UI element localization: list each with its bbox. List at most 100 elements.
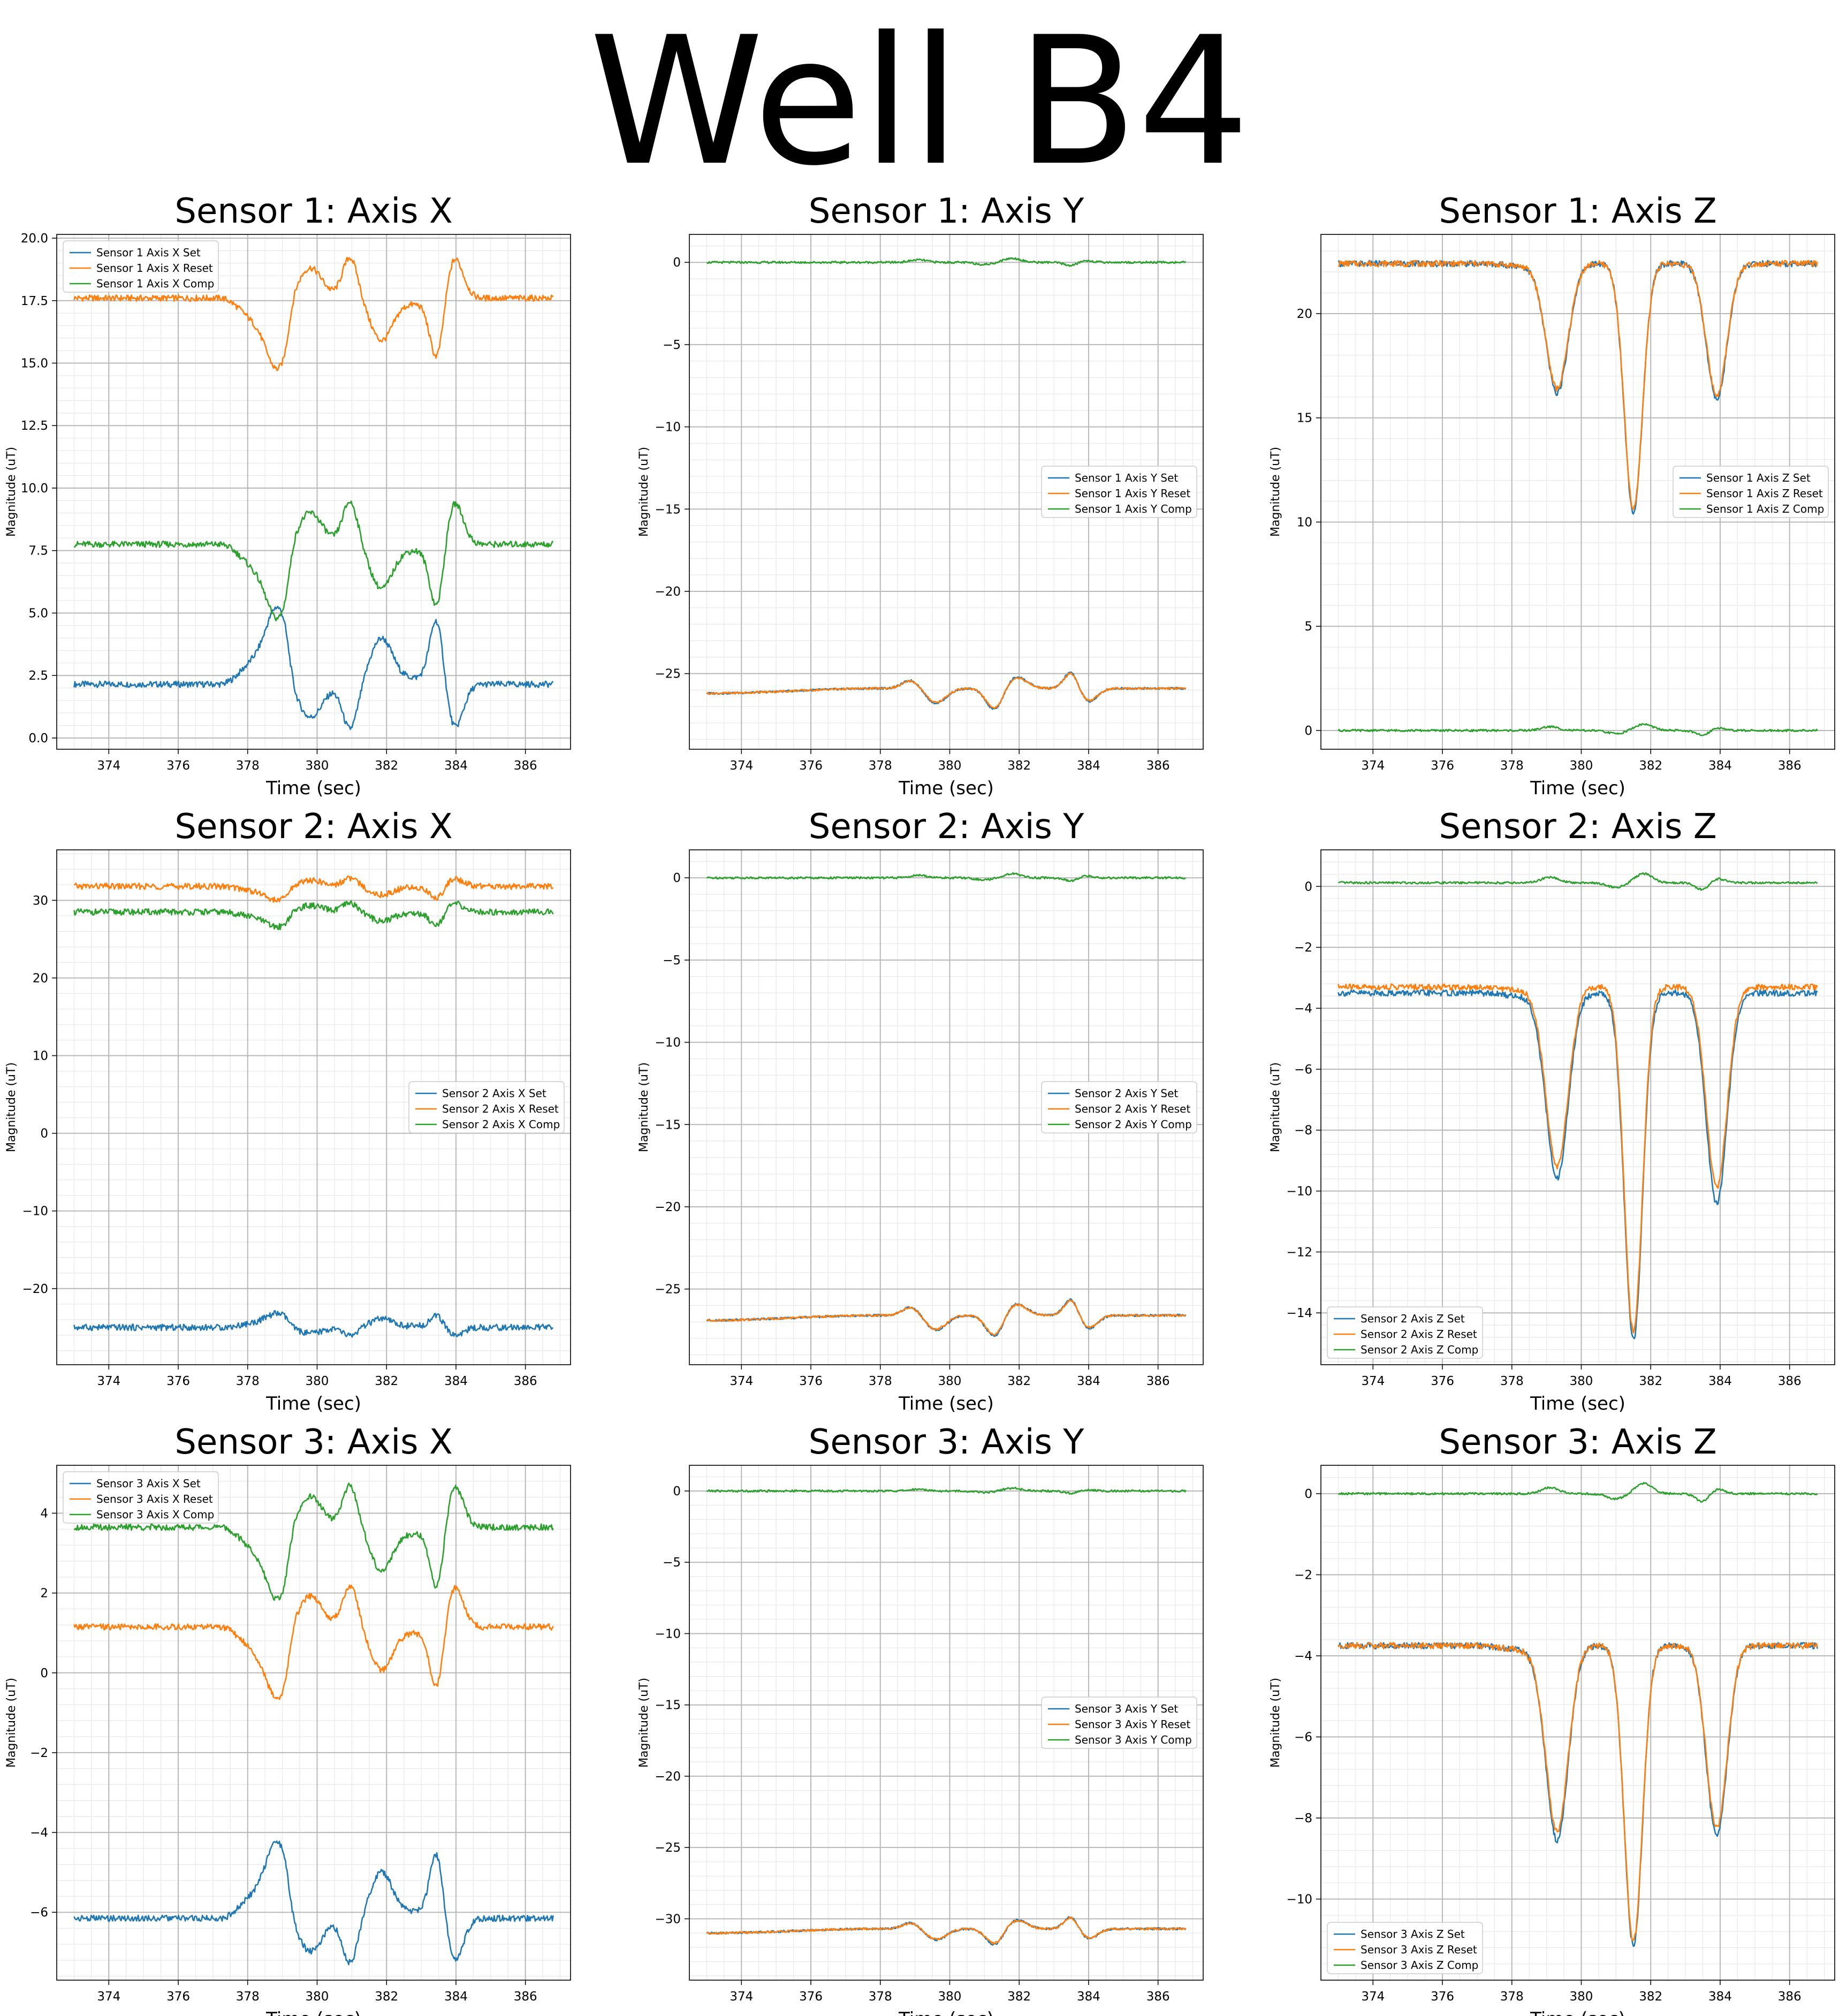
- y-tick-label: 5.0: [28, 606, 48, 620]
- legend-entry: Sensor 2 Axis X Reset: [442, 1102, 559, 1115]
- x-tick-label: 376: [166, 1374, 190, 1388]
- legend-entry: Sensor 1 Axis Z Comp: [1706, 503, 1824, 515]
- y-axis-label: Magnitude (uT): [5, 1678, 18, 1768]
- series-line: [706, 671, 1187, 710]
- legend-entry: Sensor 3 Axis X Comp: [96, 1508, 214, 1521]
- y-tick-label: 2.5: [28, 669, 48, 683]
- chart-title: Sensor 3: Axis X: [174, 1422, 452, 1462]
- plot-frame: [1320, 1465, 1835, 1981]
- x-tick-label: 386: [1146, 759, 1170, 773]
- x-tick-label: 376: [1431, 1990, 1454, 2004]
- chart-panel: Sensor 3: Axis Z 374 376 378 380 382 384 386 −10…: [1269, 1422, 1835, 2016]
- legend-box: [63, 1471, 219, 1524]
- legend-box: [1041, 466, 1197, 518]
- series-line: [706, 1298, 1187, 1337]
- x-axis-label: Time (sec): [1530, 2009, 1625, 2016]
- x-axis-label: Time (sec): [265, 2009, 361, 2016]
- y-tick-label: −10: [655, 421, 681, 435]
- x-tick-label: 374: [729, 759, 753, 773]
- y-tick-label: −20: [22, 1282, 48, 1296]
- y-tick-label: 15.0: [21, 357, 48, 371]
- x-tick-label: 386: [1146, 1990, 1170, 2004]
- y-tick-label: −4: [30, 1826, 48, 1840]
- x-tick-label: 380: [306, 1374, 329, 1388]
- x-axis-label: Time (sec): [1530, 778, 1625, 799]
- x-tick-label: 380: [1570, 1374, 1593, 1388]
- legend-entry: Sensor 3 Axis Y Set: [1075, 1702, 1178, 1715]
- y-tick-label: −25: [655, 1841, 681, 1855]
- y-tick-label: −10: [655, 1627, 681, 1641]
- y-tick-label: −8: [1294, 1124, 1312, 1138]
- legend: Sensor 1 Axis Y Set Sensor 1 Axis Y Reset…: [1041, 466, 1197, 518]
- x-tick-label: 384: [444, 759, 468, 773]
- series-line: [706, 872, 1186, 883]
- y-tick-label: 0: [673, 256, 681, 270]
- y-tick-label: −25: [655, 667, 681, 681]
- plot-frame: [1320, 234, 1835, 750]
- y-tick-label: −6: [1294, 1731, 1312, 1745]
- y-tick-label: 20.0: [21, 232, 48, 246]
- y-tick-label: −15: [655, 503, 681, 516]
- x-tick-label: 376: [799, 759, 823, 773]
- y-tick-label: −20: [655, 1200, 681, 1214]
- y-axis-label: Magnitude (uT): [637, 447, 651, 537]
- x-tick-label: 382: [1007, 1990, 1031, 2004]
- x-tick-label: 374: [729, 1374, 753, 1388]
- series-line: [73, 1310, 553, 1338]
- x-tick-label: 376: [1431, 1374, 1454, 1388]
- legend: Sensor 1 Axis Z Set Sensor 1 Axis Z Reset…: [1673, 466, 1829, 518]
- series-line: [1338, 260, 1818, 510]
- x-tick-label: 380: [1570, 759, 1593, 773]
- y-tick-label: −5: [663, 954, 681, 968]
- series-line: [1338, 1642, 1818, 1941]
- y-axis-label: Magnitude (uT): [637, 1062, 651, 1152]
- chart-title: Sensor 3: Axis Y: [809, 1422, 1084, 1462]
- x-tick-label: 378: [236, 759, 260, 773]
- legend-entry: Sensor 1 Axis X Set: [96, 246, 201, 259]
- legend: Sensor 2 Axis Y Set Sensor 2 Axis Y Reset…: [1041, 1081, 1197, 1133]
- y-tick-label: −10: [1286, 1185, 1312, 1199]
- legend-entry: Sensor 3 Axis Z Comp: [1361, 1959, 1478, 1972]
- series-line: [73, 1840, 554, 1966]
- legend-entry: Sensor 1 Axis Y Set: [1075, 471, 1178, 484]
- x-tick-label: 378: [1500, 1990, 1524, 2004]
- legend: Sensor 3 Axis Y Set Sensor 3 Axis Y Reset…: [1041, 1697, 1197, 1749]
- chart-panel: Sensor 1: Axis Y 374 376 378 380 382 384 386 −25…: [637, 192, 1204, 799]
- y-tick-label: 10: [33, 1049, 48, 1063]
- y-tick-label: −10: [22, 1205, 48, 1219]
- page-title: Well B4: [589, 0, 1250, 204]
- x-tick-label: 378: [1500, 759, 1524, 773]
- x-tick-label: 374: [97, 1990, 120, 2004]
- series-line: [74, 500, 553, 622]
- y-tick-label: 20: [33, 971, 48, 985]
- y-tick-label: 15: [1297, 412, 1312, 425]
- x-axis-label: Time (sec): [265, 1393, 361, 1414]
- legend-entry: Sensor 2 Axis Y Set: [1075, 1087, 1178, 1100]
- legend-entry: Sensor 1 Axis Z Set: [1706, 471, 1811, 484]
- series-line: [73, 1482, 554, 1601]
- y-tick-label: −4: [1294, 1002, 1312, 1016]
- x-tick-label: 378: [869, 1990, 892, 2004]
- plot-frame: [689, 849, 1204, 1365]
- x-tick-label: 382: [1639, 1990, 1662, 2004]
- x-tick-label: 384: [1708, 759, 1732, 773]
- legend: Sensor 3 Axis Z Set Sensor 3 Axis Z Reset…: [1327, 1922, 1483, 1974]
- y-tick-label: −2: [30, 1746, 48, 1760]
- x-tick-label: 386: [1778, 1990, 1802, 2004]
- x-tick-label: 376: [799, 1374, 823, 1388]
- x-tick-label: 384: [1708, 1374, 1732, 1388]
- legend-box: [1673, 466, 1829, 518]
- x-tick-label: 382: [375, 759, 398, 773]
- y-tick-label: 10: [1297, 515, 1312, 529]
- y-tick-label: −2: [1294, 941, 1312, 955]
- legend-box: [1327, 1922, 1483, 1974]
- x-axis-label: Time (sec): [898, 2009, 994, 2016]
- y-tick-label: 20: [1297, 307, 1312, 321]
- x-tick-label: 386: [1778, 1374, 1802, 1388]
- series-line: [1338, 989, 1818, 1340]
- x-tick-label: 378: [1500, 1374, 1524, 1388]
- plot-frame: [1320, 849, 1835, 1365]
- legend: Sensor 2 Axis X Set Sensor 2 Axis X Reset…: [408, 1081, 565, 1133]
- legend-entry: Sensor 2 Axis X Comp: [442, 1118, 560, 1131]
- series-line: [73, 256, 554, 371]
